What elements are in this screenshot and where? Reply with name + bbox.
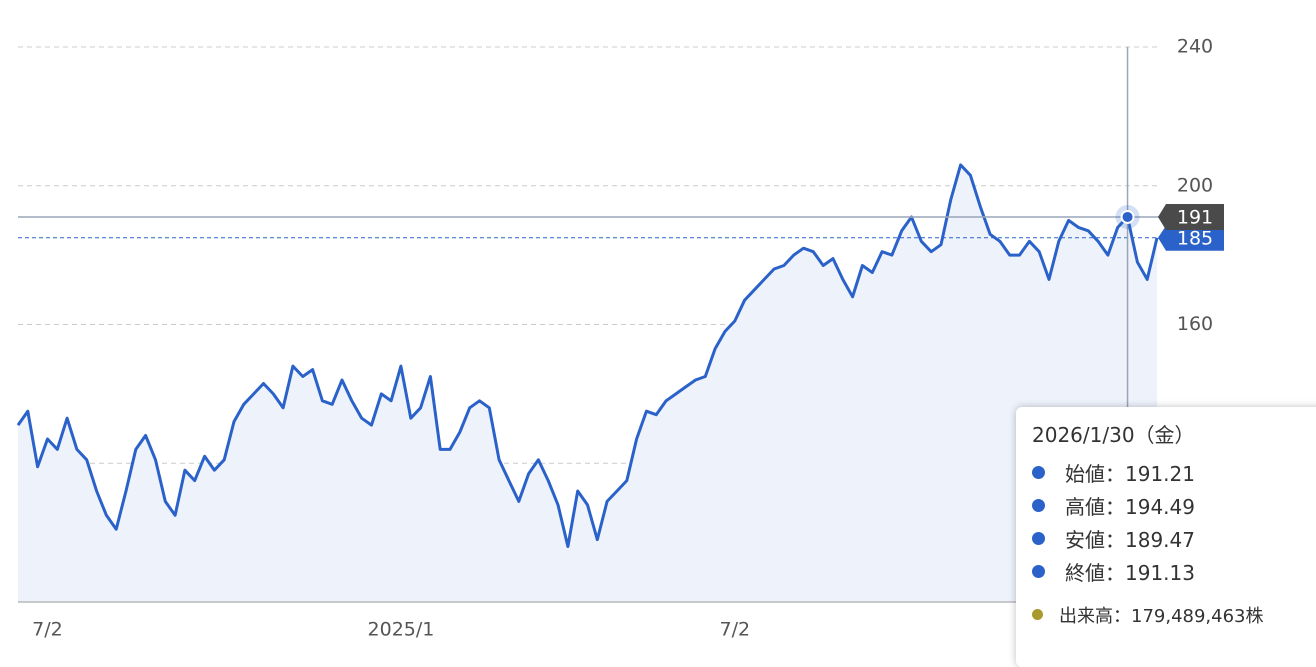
tooltip-volume-row: 出来高：179,489,463株: [1032, 598, 1310, 631]
tooltip-row: 高値：194.49: [1032, 489, 1310, 522]
x-tick-label: 7/2: [32, 619, 63, 641]
tooltip-row: 終値：191.13: [1032, 555, 1310, 588]
row-dot: [1032, 466, 1045, 479]
area: [18, 164, 1157, 602]
row-dot: [1032, 532, 1045, 545]
tooltip-row-text: 終値：191.13: [1065, 561, 1195, 585]
x-tick-label: 2025/1: [368, 619, 435, 641]
y-tick-label: 200: [1177, 174, 1213, 196]
tooltip-row-text: 安値：189.47: [1065, 528, 1195, 552]
hover-point: [1120, 209, 1135, 224]
y-tick-label: 240: [1177, 36, 1213, 58]
last-price-tag: [1158, 225, 1224, 251]
tooltip-volume: 出来高：179,489,463株: [1059, 605, 1264, 627]
tooltip-row-text: 始値：191.21: [1065, 462, 1195, 486]
crosshair-tag: [1158, 203, 1224, 230]
row-dot: [1032, 565, 1045, 578]
x-tick-label: 7/2: [719, 619, 750, 641]
last-price-label: 185: [1177, 227, 1213, 249]
tooltip-row-text: 高値：194.49: [1065, 495, 1195, 519]
y-tick-label: 160: [1177, 313, 1213, 335]
volume-dot: [1032, 609, 1043, 620]
tooltip: 2026/1/30（金） 始値：191.21 高値：194.49 安値：189.47…: [1016, 407, 1316, 667]
price-line: [16, 163, 1159, 548]
row-dot: [1032, 499, 1045, 512]
tooltip-date: 2026/1/30（金）: [1032, 423, 1195, 447]
tooltip-row: 安値：189.47: [1032, 522, 1310, 555]
tooltip-rows: 始値：191.21 高値：194.49 安値：189.47 終値：191.13: [1032, 456, 1310, 588]
crosshair-label: 191: [1177, 206, 1213, 228]
tooltip-row: 始値：191.21: [1032, 456, 1310, 489]
